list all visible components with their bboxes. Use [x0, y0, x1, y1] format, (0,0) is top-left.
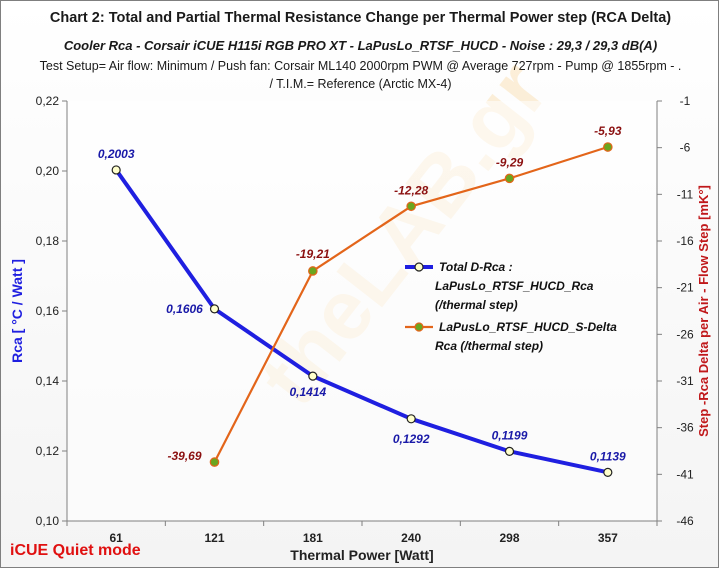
x-tick-label: 240	[401, 531, 421, 545]
x-tick-label: 298	[499, 531, 519, 545]
plot-area	[67, 101, 657, 521]
left-axis-title: Rca [ °C / Watt ]	[9, 259, 25, 363]
right-tick-label: -6	[680, 141, 691, 155]
right-tick-label: -1	[680, 94, 691, 108]
left-tick-label: 0,14	[36, 374, 60, 388]
series-2-point	[504, 173, 515, 184]
legend-marker-2	[414, 322, 424, 332]
series-1-point	[111, 165, 121, 175]
legend-text-1: LaPusLo_RTSF_HUCD_Rca	[435, 279, 594, 293]
series-1-data-label: 0,1292	[393, 432, 430, 446]
left-tick-label: 0,22	[36, 94, 60, 108]
right-axis-title: Step -Rca Delta per Air - Flow Step [mK°…	[696, 185, 711, 437]
right-tick-label: -26	[676, 327, 694, 341]
legend-text-2: Rca (/thermal step)	[435, 339, 543, 353]
x-axis-title: Thermal Power [Watt]	[290, 547, 433, 563]
left-tick-label: 0,12	[36, 444, 60, 458]
right-tick-label: -16	[676, 234, 694, 248]
series-2-point	[603, 142, 613, 152]
right-tick-label: -31	[676, 374, 694, 388]
series-1-point	[406, 414, 416, 424]
left-tick-label: 0,20	[36, 164, 60, 178]
series-1-data-label: 0,2003	[98, 147, 135, 161]
series-2-point	[406, 201, 416, 212]
right-tick-label: -41	[676, 467, 694, 481]
x-tick-label: 181	[303, 531, 323, 545]
left-tick-label: 0,10	[36, 514, 60, 528]
series-2-data-label: -39,69	[167, 449, 201, 463]
x-tick-label: 61	[109, 531, 123, 545]
series-2-data-label: -12,28	[394, 183, 428, 197]
series-1-data-label: 0,1199	[492, 428, 528, 442]
right-tick-label: -36	[676, 421, 694, 435]
legend-marker-1	[414, 262, 424, 272]
series-2-data-label: -9,29	[496, 155, 524, 169]
series-1-data-label: 0,1606	[166, 302, 203, 316]
left-tick-label: 0,18	[36, 234, 60, 248]
x-tick-label: 121	[204, 531, 224, 545]
series-1-point	[504, 446, 515, 456]
legend-text-2: LaPusLo_RTSF_HUCD_S-Delta	[439, 320, 617, 334]
test-setup-line-2: / T.I.M.= Reference (Arctic MX-4)	[269, 77, 452, 91]
right-tick-label: -21	[676, 281, 694, 295]
footer-mode-note: iCUE Quiet mode	[10, 542, 141, 559]
series-2-data-label: -5,93	[594, 124, 622, 138]
series-2-point	[209, 457, 220, 467]
chart-title: Chart 2: Total and Partial Thermal Resis…	[49, 10, 672, 26]
chart-subtitle: Cooler Rca - Corsair iCUE H115i RGB PRO …	[63, 38, 658, 53]
right-tick-label: -11	[677, 187, 694, 201]
series-1-point	[603, 467, 613, 477]
series-line-1	[114, 168, 609, 475]
series-2-point	[308, 266, 318, 276]
series-1-data-label: 0,1414	[289, 385, 326, 399]
test-setup-line-1: Test Setup= Air flow: Minimum / Push fan…	[39, 59, 682, 73]
series-2-data-label: -19,21	[296, 247, 330, 261]
series-1-point	[209, 304, 220, 314]
legend-text-1: (/thermal step)	[435, 298, 518, 312]
x-tick-label: 357	[598, 531, 618, 545]
left-tick-label: 0,16	[36, 304, 60, 318]
right-tick-label: -46	[676, 514, 694, 528]
series-1-point	[308, 371, 318, 381]
legend-text-1: Total D-Rca :	[439, 260, 513, 274]
series-1-data-label: 0,1139	[590, 449, 626, 463]
